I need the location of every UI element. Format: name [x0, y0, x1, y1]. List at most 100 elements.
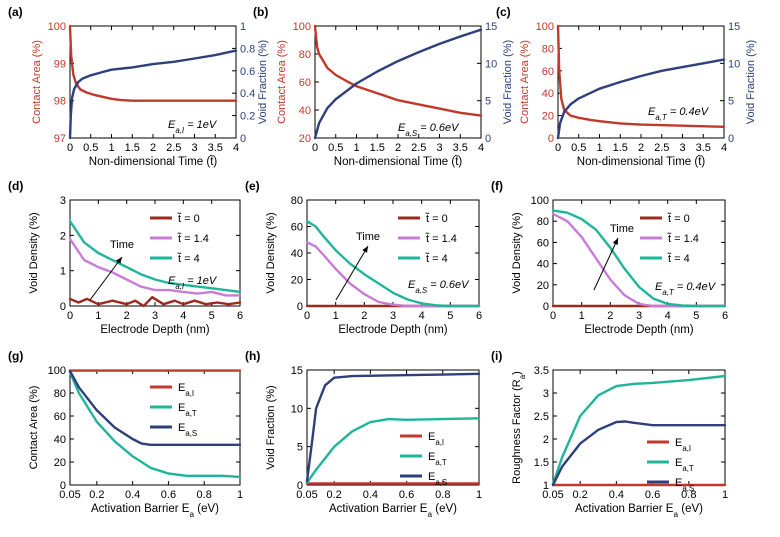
y-tick-label: 10: [291, 403, 303, 415]
annotation-text: Ea,T = 0.4eV: [655, 281, 717, 297]
legend-label: Ea,T: [428, 451, 447, 467]
panel-label: (d): [8, 179, 23, 193]
series-line-1: [305, 417, 481, 484]
y2-axis-label: Void Fraction (%): [745, 40, 757, 124]
x-tick-label: 0.6: [399, 489, 414, 501]
y-tick-label: 97: [54, 133, 66, 145]
x-tick-label: 0.05: [296, 489, 317, 501]
plot-frame: [552, 369, 726, 486]
y2-tick-label: 5: [485, 96, 491, 108]
y-tick-label: 80: [299, 49, 311, 61]
x-tick-label: 4: [419, 310, 425, 322]
y2-tick-label: 1: [240, 21, 246, 33]
y-tick-label: 3: [543, 388, 549, 400]
x-axis-label: Non-dimensional Time (t̃): [89, 155, 218, 168]
x-tick-label: 1: [95, 310, 101, 322]
y2-tick-label: 0.2: [240, 111, 255, 123]
x-tick-label: 0.4: [125, 489, 140, 501]
x-tick-label: 1: [476, 489, 482, 501]
y-tick-label: 98: [54, 96, 66, 108]
y-tick-label: 40: [54, 434, 66, 446]
y2-tick-label: 0.8: [240, 43, 255, 55]
legend-label: t̃ = 0: [425, 212, 448, 225]
plot-frame: [557, 25, 725, 139]
x-tick-label: 5: [447, 310, 453, 322]
series-line-1: [68, 49, 238, 140]
y-tick-label: 80: [537, 216, 549, 228]
y-tick-label: 100: [48, 21, 66, 33]
y-tick-label: 0: [548, 133, 554, 145]
x-axis-label: Non-dimensional Time (t̃): [577, 155, 706, 168]
panel-b: (b) 0 0.5 1 1.5 2 2.5 3 3.5 4 20 40 60 80 100 0 5 10 15 Non…: [253, 5, 514, 168]
y-tick-label: 1: [60, 266, 66, 278]
panel-label: (b): [253, 5, 268, 19]
x-tick-label: 6: [722, 310, 728, 322]
legend-label: t̃ = 1.4: [425, 232, 457, 245]
legend-label: Ea,I: [178, 382, 194, 398]
series-line-2: [68, 219, 242, 294]
series-line-1: [305, 241, 481, 308]
x-tick-label: 0.8: [435, 489, 450, 501]
x-axis-label: Activation Barrier Ea (eV): [91, 503, 219, 519]
panel-d: (d) 0 1 2 3 4 5 6 0 1 2 3 Electrode Depth (nm) Void D…: [8, 179, 243, 336]
legend-label: Ea,T: [675, 457, 694, 473]
y-tick-label: 100: [536, 21, 554, 33]
x-tick-label: 3: [636, 310, 642, 322]
x-tick-label: 2.5: [411, 142, 426, 154]
time-arrow: [593, 237, 619, 291]
x-tick-label: 0.05: [59, 489, 80, 501]
series-line-0: [313, 24, 483, 117]
x-tick-label: 1: [722, 489, 728, 501]
time-arrow-head: [612, 238, 618, 245]
annotation-text: Ea,S = 0.6eV: [408, 279, 470, 295]
legend-label: t̃ = 4: [177, 252, 200, 265]
y2-tick-label: 15: [728, 21, 740, 33]
y-tick-label: 2: [543, 434, 549, 446]
time-arrow: [89, 256, 123, 301]
y2-axis-label: Void Fraction (%): [257, 40, 269, 124]
annotation-text: Ea,I = 1eV: [168, 275, 218, 291]
y-axis-label: Void Density (%): [511, 212, 523, 293]
y-tick-label: 60: [299, 77, 311, 89]
x-tick-label: 1: [579, 310, 585, 322]
x-tick-label: 1: [333, 310, 339, 322]
y-tick-label: 0: [297, 301, 303, 313]
x-tick-label: 2.5: [166, 142, 181, 154]
legend-label: Ea,T: [178, 402, 197, 418]
x-tick-label: 0.4: [363, 489, 378, 501]
y-tick-label: 60: [542, 66, 554, 78]
y2-tick-label: 0.6: [240, 66, 255, 78]
x-tick-label: 2.5: [654, 142, 669, 154]
y-tick-label: 99: [54, 58, 66, 70]
y-tick-label: 80: [54, 388, 66, 400]
x-tick-label: 3: [152, 310, 158, 322]
series-line-1: [313, 28, 483, 140]
y-tick-label: 20: [542, 111, 554, 123]
x-axis-label: Activation Barrier Ea (eV): [575, 503, 703, 519]
legend-label: t̃ = 0: [667, 212, 690, 225]
x-tick-label: 3: [679, 142, 685, 154]
series-line-1: [556, 58, 726, 140]
x-tick-label: 2: [607, 310, 613, 322]
y-tick-label: 20: [291, 275, 303, 287]
y-tick-label: 100: [293, 21, 311, 33]
series-line-1: [551, 212, 727, 308]
x-tick-label: 0.6: [161, 489, 176, 501]
series-line-0: [556, 24, 726, 129]
y-axis-label: Contact Area (%): [276, 40, 288, 124]
x-tick-label: 4: [665, 310, 671, 322]
y-tick-label: 40: [291, 248, 303, 260]
x-axis-label: Activation Barrier Ea (eV): [329, 503, 457, 519]
panel-g: (g) 0.05 0.2 0.4 0.6 0.8 1 0 20 40 60 80 100 Activati…: [8, 349, 243, 519]
arrow-label: Time: [610, 223, 634, 235]
x-tick-label: 3.5: [696, 142, 711, 154]
panel-label: (i): [491, 349, 502, 363]
y-tick-label: 40: [537, 259, 549, 271]
x-tick-label: 4: [478, 142, 484, 154]
y-tick-label: 1: [543, 480, 549, 492]
y-tick-label: 1.5: [534, 457, 549, 469]
legend-label: Ea,S: [428, 471, 447, 487]
x-tick-label: 6: [476, 310, 482, 322]
time-arrow-head: [362, 246, 368, 253]
